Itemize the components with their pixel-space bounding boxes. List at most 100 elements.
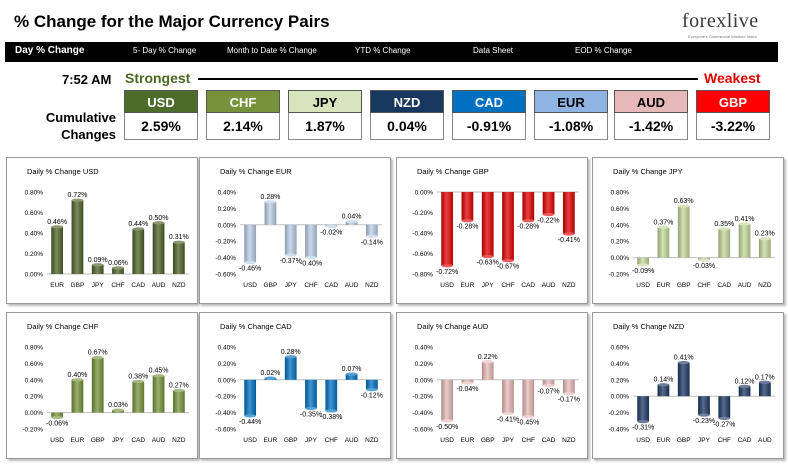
y-tick-label: -0.20% [608,410,629,417]
bar-cap [758,380,771,384]
data-label: -0.22% [537,218,559,225]
data-label: 0.22% [478,354,498,361]
nav-ytd-change[interactable]: YTD % Change [355,46,411,55]
y-tick-label: 0.60% [611,206,630,213]
bar-cap [71,378,84,382]
y-tick-label: 0.40% [218,345,237,352]
currency-code: CHF [206,90,280,113]
bar-eur [657,384,670,397]
y-tick-label: 0.80% [25,190,44,197]
category-label: EUR [461,282,475,289]
category-label: JPY [112,437,125,444]
nav-eod-change[interactable]: EOD % Change [575,46,632,55]
data-label: 0.12% [735,378,755,385]
bar-aud [542,192,555,215]
logo-text: forexlive [682,10,759,32]
category-label: NZD [562,282,576,289]
category-label: NZD [172,282,186,289]
data-label: 0.35% [714,221,734,228]
y-tick-label: -0.20% [215,239,236,246]
bar-nzd [758,238,771,258]
bar-cap [657,225,670,229]
data-label: -0.17% [558,397,580,404]
y-tick-label: 0.00% [415,377,434,384]
chart-panel-6: Daily % Change AUD -0.60% -0.40% -0.20% 0.00… [396,312,588,459]
forexlive-logo[interactable]: forexlive Everyone's Commercial Wisdom I… [682,10,774,39]
bar-cap [562,392,575,396]
y-tick-label: 0.40% [611,361,630,368]
bar-cap [91,356,104,360]
data-label: -0.63% [477,260,499,267]
currency-code: EUR [534,90,608,113]
bar-cap [172,388,185,393]
currency-box-chf: CHF 2.14% [206,90,280,140]
bar-gbp [677,205,690,258]
nav-5-day-change[interactable]: 5- Day % Change [133,46,197,55]
category-label: NZD [172,437,186,444]
y-tick-label: 0.20% [611,239,630,246]
data-label: -0.14% [361,239,383,246]
bar-aud [758,382,771,397]
weakest-label: Weakest [704,70,761,86]
bar-cap [718,416,731,420]
category-label: EUR [461,437,475,444]
category-label: AUD [345,282,359,289]
nav-day-change[interactable]: Day % Change [15,45,85,56]
y-tick-label: 0.20% [415,361,434,368]
data-label: -0.04% [456,386,478,393]
bar-chf [718,396,731,419]
data-label: -0.35% [300,412,322,419]
currency-cumulative-value: -0.91% [452,113,526,140]
category-label: USD [440,282,454,289]
bar-cap [461,381,474,385]
bar-gbp [284,356,297,380]
category-label: CAD [131,437,145,444]
bar-eur [71,379,84,413]
nav-month-to-date-change[interactable]: Month to Date % Change [227,46,317,55]
category-label: GBP [71,282,85,289]
bar-cad [718,228,731,258]
currency-code: AUD [614,90,688,113]
bar-aud [152,222,165,274]
category-label: EUR [264,437,278,444]
category-label: JPY [92,282,105,289]
nav-data-sheet[interactable]: Data Sheet [473,46,514,55]
currency-cumulative-value: 2.14% [206,113,280,140]
category-label: AUD [542,282,556,289]
bar-usd [244,224,257,263]
data-label: 0.67% [88,350,108,357]
y-tick-label: 0.00% [611,255,630,262]
chart-svg: Daily % Change JPY -0.20% 0.00% 0.20% 0.40% 0… [608,167,775,289]
currency-code: NZD [370,90,444,113]
y-tick-label: 0.40% [611,222,630,229]
chart-svg: Daily % Change NZD -0.40% -0.20% 0.00% 0.20%… [608,322,775,444]
data-label: 0.38% [128,373,148,380]
bar-gbp [91,357,104,413]
y-tick-label: -0.20% [215,394,236,401]
category-label: NZD [365,282,379,289]
chart-svg: Daily % Change CAD -0.60% -0.40% -0.20% 0.00… [215,322,383,444]
bar-cap [305,406,317,411]
bar-aud [345,374,358,380]
bar-cap [152,374,165,378]
bar-cap [51,415,64,420]
data-label: -0.28% [517,224,539,231]
bar-cap [542,383,555,388]
bar-cap [441,419,454,423]
category-label: CHF [718,437,731,444]
category-label: GBP [677,437,691,444]
data-label: -0.67% [497,264,519,271]
strength-scale-line [198,78,698,80]
data-label: 0.50% [149,215,169,222]
bar-cap [172,240,185,244]
currency-box-eur: EUR -1.08% [534,90,608,140]
y-tick-label: 0.40% [25,377,44,384]
page-title: % Change for the Major Currency Pairs [14,12,330,31]
chart-title: Daily % Change USD [27,167,99,176]
currency-box-nzd: NZD 0.04% [370,90,444,140]
bar-eur [461,379,474,384]
category-label: GBP [264,282,278,289]
y-tick-label: 0.60% [25,210,44,217]
bar-aud [345,221,358,225]
chart-svg: Daily % Change CHF -0.20% 0.00% 0.20% 0.40% 0… [22,322,189,444]
